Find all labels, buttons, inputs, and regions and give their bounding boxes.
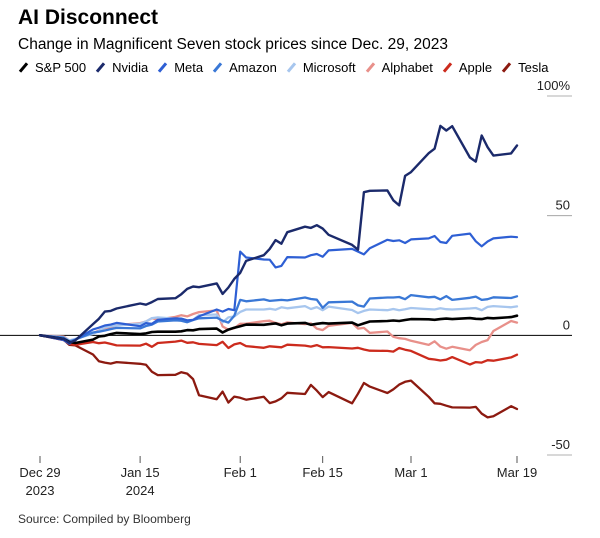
x-axis: Dec 29 2023 Jan 15 2024 Feb 1 Feb 15 Mar 1 Mar … xyxy=(19,456,537,498)
series-line-nvidia xyxy=(38,124,519,344)
x-tick-label: Feb 1 xyxy=(224,465,257,480)
y-tick-label: 50 xyxy=(556,198,570,213)
x-tick-label: Mar 1 xyxy=(394,465,427,480)
legend-label: Apple xyxy=(458,60,493,75)
y-axis: 100% 50 0 -50 xyxy=(537,78,571,452)
x-tick-label: Mar 19 xyxy=(497,465,537,480)
series-layer xyxy=(38,124,519,419)
legend-label: Meta xyxy=(174,60,204,75)
line-chart: 100% 50 0 -50 Dec 29 2023 Jan 15 2024 Feb 1 Feb … xyxy=(0,78,572,498)
legend-item-amazon: Amazon xyxy=(212,60,277,75)
legend-label: Tesla xyxy=(518,60,549,75)
series-line-microsoft xyxy=(38,304,519,342)
legend-item-s-p-500: S&P 500 xyxy=(18,60,86,75)
legend-label: Amazon xyxy=(229,60,277,75)
legend-label: Alphabet xyxy=(381,60,433,75)
legend-item-microsoft: Microsoft xyxy=(286,60,356,75)
legend-label: Microsoft xyxy=(302,60,356,75)
series-line-tesla xyxy=(38,334,519,419)
x-tick-label: Feb 15 xyxy=(302,465,342,480)
series-line-meta xyxy=(38,232,519,345)
x-tick-year-label: 2024 xyxy=(126,483,155,498)
grid-layer xyxy=(0,95,572,456)
x-tick-year-label: 2023 xyxy=(26,483,55,498)
legend: S&P 500 Nvidia Meta Amazon Microsoft Alphabet… xyxy=(18,60,549,75)
source-note: Source: Compiled by Bloomberg xyxy=(18,512,191,526)
series-line-amazon xyxy=(38,293,519,343)
legend-label: S&P 500 xyxy=(35,60,87,75)
legend-item-alphabet: Alphabet xyxy=(365,60,433,75)
y-tick-label: 0 xyxy=(563,317,570,332)
y-tick-label: -50 xyxy=(551,437,570,452)
chart-subtitle: Change in Magnificent Seven stock prices… xyxy=(18,36,448,53)
legend-item-apple: Apple xyxy=(442,60,492,75)
chart-title: AI Disconnect xyxy=(18,6,159,29)
x-tick-label: Jan 15 xyxy=(121,465,160,480)
legend-item-tesla: Tesla xyxy=(501,60,549,75)
legend-label: Nvidia xyxy=(112,60,149,75)
legend-item-nvidia: Nvidia xyxy=(95,60,148,75)
x-tick-label: Dec 29 xyxy=(19,465,60,480)
y-tick-label: 100% xyxy=(537,78,571,93)
series-line-s-p-500 xyxy=(38,314,519,345)
legend-item-meta: Meta xyxy=(157,60,203,75)
series-line-apple xyxy=(38,334,519,366)
